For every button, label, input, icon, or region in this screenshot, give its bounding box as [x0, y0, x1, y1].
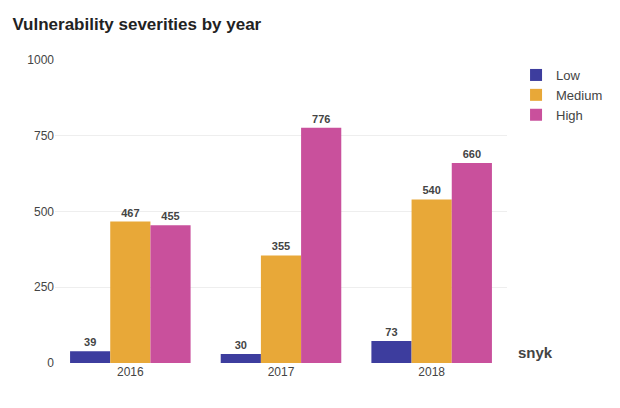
svg-text:2018: 2018 — [418, 365, 445, 379]
svg-text:467: 467 — [121, 207, 139, 219]
svg-text:High: High — [556, 108, 583, 123]
svg-text:455: 455 — [161, 210, 179, 222]
svg-text:660: 660 — [463, 148, 481, 160]
svg-text:0: 0 — [47, 356, 54, 370]
svg-text:750: 750 — [34, 129, 54, 143]
svg-text:776: 776 — [312, 113, 330, 125]
svg-text:Medium: Medium — [556, 88, 602, 103]
svg-text:2016: 2016 — [117, 365, 144, 379]
svg-text:540: 540 — [422, 184, 440, 196]
svg-text:Low: Low — [556, 68, 580, 83]
svg-text:355: 355 — [272, 240, 290, 252]
svg-text:2017: 2017 — [268, 365, 295, 379]
svg-text:Vulnerability severities by ye: Vulnerability severities by year — [12, 15, 261, 34]
svg-text:39: 39 — [84, 336, 96, 348]
svg-text:1000: 1000 — [27, 53, 54, 67]
svg-text:73: 73 — [385, 326, 397, 338]
svg-text:500: 500 — [34, 205, 54, 219]
svg-text:250: 250 — [34, 280, 54, 294]
svg-text:30: 30 — [235, 339, 247, 351]
svg-text:snyk: snyk — [518, 344, 553, 361]
